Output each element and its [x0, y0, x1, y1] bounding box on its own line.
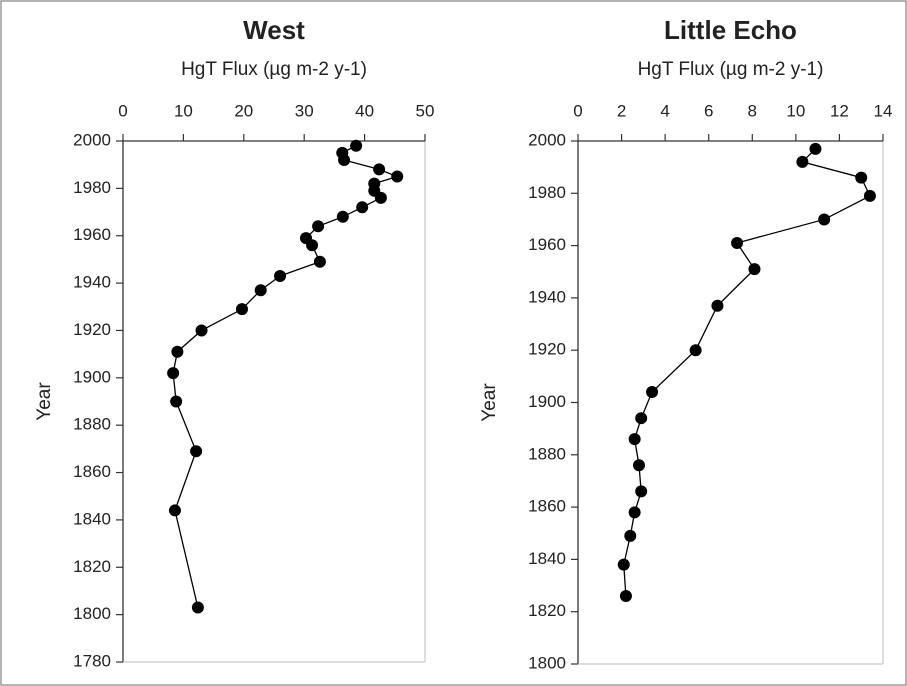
x-tick-label: 14 — [874, 101, 893, 120]
y-tick-label: 1880 — [73, 415, 111, 434]
y-tick-label: 1860 — [73, 462, 111, 481]
x-tick-label: 10 — [174, 101, 193, 120]
data-point — [624, 529, 637, 542]
chart-title: Little Echo — [664, 15, 797, 45]
y-tick-label: 1840 — [73, 509, 111, 528]
y-tick-label: 1880 — [528, 444, 566, 463]
data-point — [374, 191, 387, 204]
y-tick-label: 1980 — [528, 183, 566, 202]
data-point — [356, 201, 369, 214]
data-point — [617, 558, 630, 571]
data-point — [170, 395, 183, 408]
data-point — [350, 139, 363, 152]
y-tick-label: 1980 — [73, 178, 111, 197]
data-point — [646, 386, 659, 399]
data-point — [635, 485, 648, 498]
y-tick-label: 1920 — [73, 320, 111, 339]
x-tick-label: 8 — [748, 101, 757, 120]
y-tick-label: 1900 — [528, 392, 566, 411]
data-point — [191, 601, 204, 614]
data-point — [628, 506, 641, 519]
data-point — [312, 220, 325, 233]
x-tick-label: 50 — [416, 101, 435, 120]
data-point — [863, 189, 876, 202]
axis-label: Year — [479, 383, 500, 422]
y-tick-label: 1940 — [73, 273, 111, 292]
data-point — [195, 324, 208, 337]
y-tick-label: 1840 — [528, 549, 566, 568]
data-point — [274, 269, 287, 282]
data-point — [855, 171, 868, 184]
axis-label: HgT Flux (µg m-2 y-1) — [638, 59, 824, 80]
data-point — [731, 236, 744, 249]
y-tick-label: 1820 — [73, 557, 111, 576]
y-tick-label: 1940 — [528, 287, 566, 306]
y-tick-label: 1800 — [528, 653, 566, 672]
x-tick-label: 10 — [786, 101, 805, 120]
data-point — [306, 239, 319, 252]
y-tick-label: 1960 — [528, 235, 566, 254]
data-point — [628, 433, 641, 446]
data-point — [818, 213, 831, 226]
data-point — [313, 255, 326, 268]
data-point — [748, 263, 761, 276]
y-tick-label: 1960 — [73, 225, 111, 244]
data-point — [619, 590, 632, 603]
x-tick-label: 30 — [295, 101, 314, 120]
axis-label: HgT Flux (µg m-2 y-1) — [181, 59, 367, 80]
x-tick-label: 0 — [573, 101, 582, 120]
y-tick-label: 1900 — [73, 367, 111, 386]
data-point — [633, 459, 645, 472]
data-point — [635, 412, 648, 425]
x-tick-label: 2 — [617, 101, 626, 120]
data-point — [689, 344, 702, 357]
data-point — [235, 303, 248, 316]
y-tick-label: 1920 — [528, 340, 566, 359]
x-tick-label: 40 — [355, 101, 374, 120]
y-tick-label: 2000 — [73, 130, 111, 149]
data-point — [796, 155, 809, 168]
y-tick-label: 1820 — [528, 601, 566, 620]
x-tick-label: 0 — [118, 101, 127, 120]
data-point — [254, 284, 267, 297]
data-point — [336, 210, 349, 223]
data-point — [711, 299, 724, 312]
y-tick-label: 1780 — [73, 651, 111, 670]
data-point — [809, 142, 822, 155]
data-point — [171, 345, 184, 358]
chart-title: West — [243, 15, 305, 45]
x-tick-label: 20 — [234, 101, 253, 120]
x-tick-label: 4 — [660, 101, 669, 120]
data-point — [338, 153, 351, 166]
y-tick-label: 1860 — [528, 497, 566, 516]
data-point — [190, 445, 203, 458]
data-point — [167, 367, 180, 380]
y-tick-label: 2000 — [528, 130, 566, 149]
y-tick-label: 1800 — [73, 604, 111, 623]
x-tick-label: 6 — [704, 101, 713, 120]
data-point — [373, 163, 386, 176]
x-tick-label: 12 — [830, 101, 849, 120]
axis-label: Year — [34, 382, 55, 421]
data-point — [168, 504, 181, 517]
data-point — [391, 170, 404, 183]
